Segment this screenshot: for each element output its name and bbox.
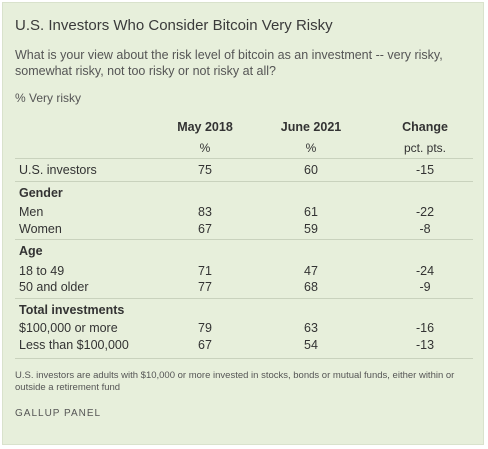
value-may-2018: 83: [198, 205, 212, 219]
divider: [15, 158, 473, 159]
chart-panel: U.S. Investors Who Consider Bitcoin Very…: [2, 2, 484, 445]
value-june-2021: 47: [304, 264, 318, 278]
section-header-age: Age: [19, 244, 43, 258]
value-change: -9: [419, 280, 431, 294]
column-header-june-2021: June 2021: [280, 120, 342, 134]
value-june-2021: 59: [304, 222, 318, 236]
value-change: -15: [415, 163, 435, 177]
row-label: U.S. investors: [19, 163, 97, 177]
value-june-2021: 60: [304, 163, 318, 177]
section-header-total-investments: Total investments: [19, 303, 125, 317]
table-row: 18 to 49 71 47 -24: [15, 264, 473, 282]
column-unit-may-2018: %: [199, 141, 211, 155]
value-june-2021: 68: [304, 280, 318, 294]
value-change: -22: [415, 205, 435, 219]
value-change: -16: [415, 321, 435, 335]
value-change: -13: [415, 338, 435, 352]
row-label: 18 to 49: [19, 264, 65, 278]
value-june-2021: 54: [304, 338, 318, 352]
value-may-2018: 75: [198, 163, 212, 177]
value-may-2018: 67: [198, 338, 212, 352]
column-header-may-2018: May 2018: [177, 120, 233, 134]
value-may-2018: 77: [198, 280, 212, 294]
survey-question: What is your view about the risk level o…: [15, 48, 443, 78]
value-may-2018: 71: [198, 264, 212, 278]
column-unit-change: pct. pts.: [403, 141, 447, 155]
row-label: Men: [19, 205, 44, 219]
column-header-change: Change: [402, 120, 448, 134]
value-may-2018: 79: [198, 321, 212, 335]
row-label: 50 and older: [19, 280, 89, 294]
row-label: Less than $100,000: [19, 338, 129, 352]
unit-label: % Very risky: [15, 91, 82, 105]
table-row: U.S. investors 75 60 -15: [15, 163, 473, 181]
table-row: 50 and older 77 68 -9: [15, 280, 473, 298]
value-june-2021: 61: [304, 205, 318, 219]
table-row: $100,000 or more 79 63 -16: [15, 321, 473, 339]
table-row: Men 83 61 -22: [15, 205, 473, 223]
row-label: $100,000 or more: [19, 321, 118, 335]
source-label: GALLUP PANEL: [15, 408, 102, 419]
divider: [15, 298, 473, 299]
value-change: -24: [415, 264, 435, 278]
divider: [15, 239, 473, 240]
value-may-2018: 67: [198, 222, 212, 236]
footnote: U.S. investors are adults with $10,000 o…: [15, 370, 455, 393]
table-row: Less than $100,000 67 54 -13: [15, 338, 473, 356]
value-change: -8: [419, 222, 431, 236]
table-row: Women 67 59 -8: [15, 222, 473, 240]
chart-title: U.S. Investors Who Consider Bitcoin Very…: [15, 17, 333, 34]
row-label: Women: [19, 222, 62, 236]
section-header-gender: Gender: [19, 186, 63, 200]
column-unit-june-2021: %: [305, 141, 317, 155]
value-june-2021: 63: [304, 321, 318, 335]
divider: [15, 181, 473, 182]
divider: [15, 358, 473, 359]
